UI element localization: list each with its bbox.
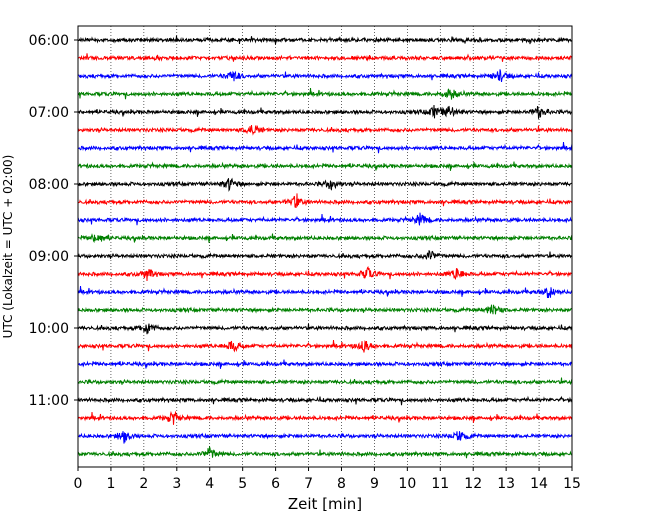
trace-line xyxy=(77,177,573,192)
y-tick-label: 06:00 xyxy=(29,33,69,49)
trace-line xyxy=(77,445,573,459)
x-tick-label: 6 xyxy=(271,476,280,492)
trace-line xyxy=(77,340,573,353)
y-tick-label: 09:00 xyxy=(29,249,69,265)
trace-line xyxy=(77,53,573,62)
plot-frame xyxy=(77,25,573,468)
trace-line xyxy=(77,265,573,282)
x-tick-label: 13 xyxy=(497,476,515,492)
trace-line xyxy=(77,69,573,82)
trace-line xyxy=(77,410,573,425)
x-axis-ticks: 0 1 2 3 4 5 6 7 8 9 10 11 12 13 14 15 xyxy=(74,467,581,492)
trace-line xyxy=(77,431,573,444)
x-tick-label: 12 xyxy=(464,476,482,492)
x-tick-label: 2 xyxy=(139,476,148,492)
y-tick-label: 07:00 xyxy=(29,105,69,121)
trace-line xyxy=(77,286,573,299)
trace-line xyxy=(77,304,573,315)
x-tick-label: 15 xyxy=(563,476,581,492)
trace-line xyxy=(77,250,573,260)
trace-line xyxy=(77,233,573,244)
x-tick-label: 8 xyxy=(337,476,346,492)
trace-line xyxy=(77,35,573,45)
x-tick-label: 5 xyxy=(238,476,247,492)
trace-line xyxy=(78,377,573,386)
y-axis-label: UTC (Lokalzeit = UTC + 02:00) xyxy=(1,155,15,339)
y-tick-label: 08:00 xyxy=(29,177,69,193)
x-tick-label: 9 xyxy=(370,476,379,492)
trace-line xyxy=(77,142,573,154)
trace-group xyxy=(77,35,573,459)
trace-line xyxy=(77,124,573,136)
trace-line xyxy=(77,88,573,100)
x-axis-label: Zeit [min] xyxy=(288,495,362,513)
trace-line xyxy=(77,359,573,369)
x-tick-label: 1 xyxy=(106,476,115,492)
trace-line xyxy=(77,161,573,171)
x-tick-label: 11 xyxy=(431,476,449,492)
trace-line xyxy=(77,193,573,209)
trace-line xyxy=(77,395,573,406)
x-tick-label: 0 xyxy=(74,476,83,492)
y-axis-ticks: 06:00 07:00 08:00 09:00 10:00 11:00 xyxy=(29,33,78,409)
x-tick-label: 7 xyxy=(304,476,313,492)
x-tick-label: 10 xyxy=(398,476,416,492)
x-tick-label: 3 xyxy=(172,476,181,492)
trace-line xyxy=(78,104,573,120)
x-tick-label: 4 xyxy=(205,476,214,492)
y-tick-label: 10:00 xyxy=(29,321,69,337)
trace-line xyxy=(77,212,573,226)
trace-line xyxy=(77,323,573,335)
x-tick-label: 14 xyxy=(530,476,548,492)
y-tick-label: 11:00 xyxy=(29,393,69,409)
